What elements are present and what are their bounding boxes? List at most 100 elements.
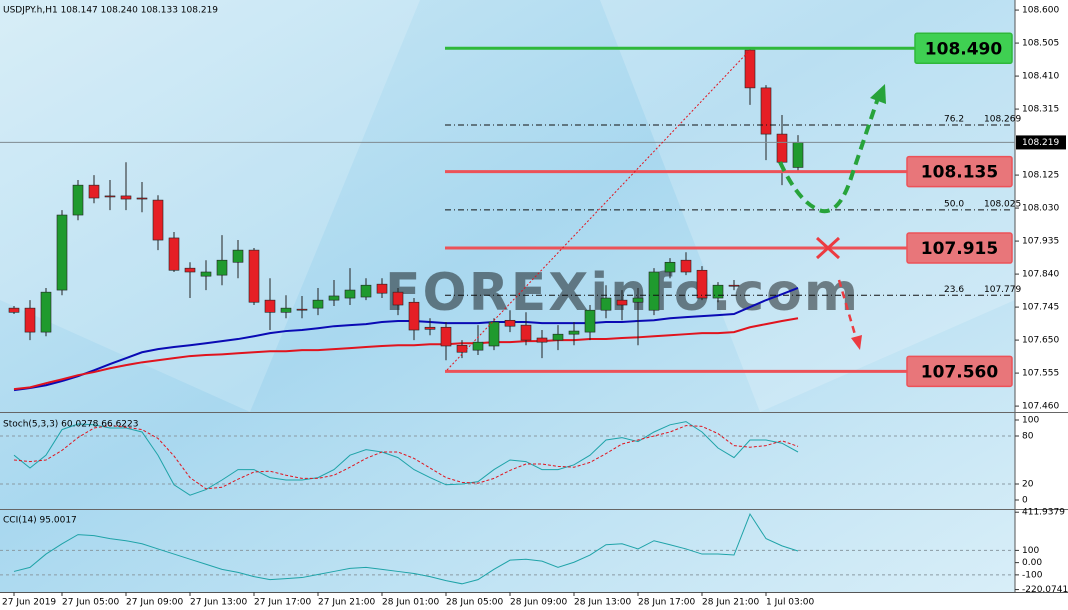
x-tick-label: 28 Jun 09:00 [510,598,567,608]
level-box [906,355,1013,388]
level-box [906,155,1013,188]
candle-body [232,249,244,263]
candle-body [472,341,484,351]
candle-body [280,307,292,313]
x-tick-label: 27 Jun 2019 [2,598,56,608]
fib-ratio: 23.6 [944,285,964,295]
level-box [906,232,1013,264]
y-tick-label: -100 [1022,570,1043,580]
candle-body [8,307,20,313]
candle-body [40,291,52,333]
candle-body [88,184,100,199]
y-tick-label: 80 [1022,432,1034,442]
candle-body [776,133,788,163]
level-box [914,32,1013,65]
y-tick-label: 107.650 [1022,336,1059,346]
background-facet [600,0,1015,412]
y-tick-label: -220.0741 [1022,585,1068,595]
y-tick-label: 0.00 [1022,558,1042,568]
candle-body [328,295,340,301]
fib-price: 107.779 [984,285,1021,295]
level-label: 108.135 [921,163,998,183]
candle-body [728,284,740,287]
candle-body [712,284,724,299]
y-tick-label: 107.840 [1022,270,1059,280]
candle-body [184,267,196,273]
y-tick-label: 0 [1022,496,1028,506]
candle-body [392,291,404,306]
y-tick-label: 107.935 [1022,237,1059,247]
candle-body [648,271,660,311]
price-axis-background [1015,0,1068,610]
candle-body [536,337,548,343]
candle-body [664,261,676,273]
x-tick-label: 28 Jun 01:00 [382,598,439,608]
fib-ratio: 50.0 [944,199,964,209]
candle-body [520,324,532,341]
watermark: FOREXinfo.com [385,263,860,323]
x-tick-label: 27 Jun 21:00 [318,598,375,608]
candle-body [552,333,564,341]
x-tick-label: 28 Jun 13:00 [574,598,631,608]
candle-body [296,308,308,311]
x-tick-label: 27 Jun 05:00 [62,598,119,608]
current-price-box [1016,135,1066,150]
fib-price: 108.269 [984,115,1021,125]
background-facet [0,0,420,412]
candle-body [344,289,356,299]
candle-body [424,326,436,330]
arrow-head [870,84,886,104]
y-tick-label: 108.505 [1022,39,1059,49]
level-label: 108.490 [925,39,1003,59]
panel-title: CCI(14) 95.0017 [3,516,77,526]
candle-body [600,297,612,311]
candle-body [168,237,180,271]
y-tick-label: 108.410 [1022,72,1059,82]
indicator-line [13,425,799,490]
candle-body [792,142,804,168]
candle-body [584,309,596,333]
x-tick-label: 27 Jun 09:00 [126,598,183,608]
y-tick-label: 108.125 [1022,171,1059,181]
candle-body [24,307,36,333]
indicator-line [13,512,799,585]
y-tick-label: 100 [1022,546,1039,556]
panel-title: USDJPY.h,H1 108.147 108.240 108.133 108.… [3,6,218,16]
candle-body [616,299,628,306]
y-tick-label: 107.745 [1022,303,1059,313]
candle-body [136,197,148,200]
candle-body [120,195,132,200]
candle-body [440,326,452,347]
candle-body [104,195,116,198]
candle-body [72,184,84,216]
candle-body [680,259,692,273]
x-tick-label: 27 Jun 13:00 [190,598,247,608]
y-tick-label: 108.030 [1022,204,1059,214]
time-axis-background [0,592,1068,610]
candle-body [264,299,276,313]
forecast-arrow [837,279,858,339]
plot-background [0,0,1015,592]
candle-body [312,299,324,309]
fib-ratio: 76.2 [944,115,964,125]
arrow-head [851,335,862,350]
candle-body [152,199,164,241]
candle-body [216,259,228,276]
x-tick-label: 28 Jun 17:00 [638,598,695,608]
plot: FOREXinfo.com 76.2 108.269 50.0 108.025 23.6 1… [0,6,1068,608]
annotations [446,49,886,371]
candle-body [248,249,260,303]
x-tick-label: 28 Jun 05:00 [446,598,503,608]
x-tick-label: 1 Jul 03:00 [766,598,815,608]
y-tick-label: 107.460 [1022,402,1059,412]
forecast-arrow [778,97,880,214]
candle-body [360,284,372,298]
y-tick-label: 108.315 [1022,105,1059,115]
level-label: 107.560 [921,362,999,382]
candle-body [56,214,68,291]
x-tick-label: 28 Jun 21:00 [702,598,759,608]
indicator-line [13,421,799,496]
candle-body [568,330,580,335]
candle-body [744,49,756,89]
